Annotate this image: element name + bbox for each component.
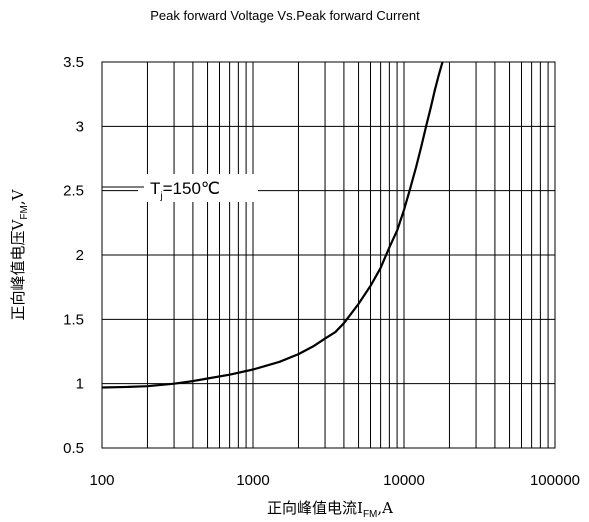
y-tick-label: 3	[76, 118, 84, 135]
x-tick-labels: 100 1000 10000 100000	[89, 472, 580, 489]
series-line	[101, 61, 444, 389]
y-tick-labels: 0.5 1 1.5 2 2.5 3 3.5	[63, 54, 84, 457]
y-tick-label: 0.5	[63, 440, 84, 457]
annotation-background	[138, 174, 258, 202]
x-tick-label: 1000	[236, 472, 269, 489]
grid	[102, 62, 555, 448]
plot-frame	[101, 61, 556, 449]
y-tick-label: 2.5	[63, 183, 84, 200]
y-tick-label: 1	[76, 376, 84, 393]
series-layer	[101, 61, 444, 389]
y-tick-label: 2	[76, 247, 84, 264]
temperature-annotation: Tj=150℃	[102, 174, 258, 202]
x-tick-label: 100000	[530, 472, 580, 489]
y-tick-label: 1.5	[63, 311, 84, 328]
y-axis-label: 正向峰值电压VFM,V	[9, 188, 30, 320]
annotation-label: Tj=150℃	[150, 179, 220, 202]
x-tick-label: 100	[89, 472, 114, 489]
x-tick-label: 10000	[383, 472, 425, 489]
x-axis-label: 正向峰值电流IFM,A	[267, 499, 393, 520]
y-tick-label: 3.5	[63, 54, 84, 71]
chart-title: Peak forward Voltage Vs.Peak forward Cur…	[150, 8, 420, 23]
